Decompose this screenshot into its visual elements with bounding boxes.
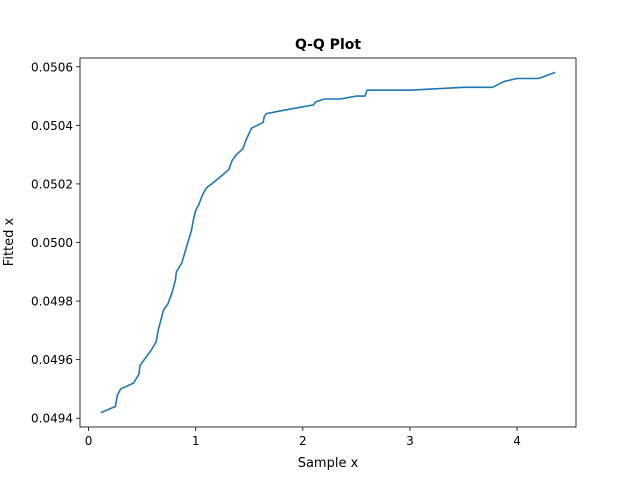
y-tick-label: 0.0498	[31, 295, 73, 309]
y-tick-label: 0.0500	[31, 236, 73, 250]
y-axis-label: Fitted x	[2, 217, 17, 266]
y-tick-label: 0.0506	[31, 60, 73, 74]
x-tick-label: 4	[513, 434, 521, 448]
x-axis: 0 1 2 3 4	[85, 427, 521, 448]
y-tick-label: 0.0494	[31, 412, 73, 426]
x-tick-label: 1	[192, 434, 200, 448]
y-tick-label: 0.0496	[31, 353, 73, 367]
y-tick-label: 0.0502	[31, 177, 73, 191]
y-tick-label: 0.0504	[31, 119, 73, 133]
x-tick-label: 0	[85, 434, 93, 448]
series-line-0	[100, 71, 556, 414]
chart-title: Q-Q Plot	[295, 37, 361, 53]
x-tick-label: 3	[406, 434, 414, 448]
x-tick-label: 2	[299, 434, 307, 448]
x-axis-label: Sample x	[298, 456, 359, 471]
y-axis: 0.0494 0.0496 0.0498 0.0500 0.0502 0.0504 0.05…	[31, 60, 80, 426]
axes-frame	[79, 57, 577, 428]
plot-area	[100, 71, 556, 414]
